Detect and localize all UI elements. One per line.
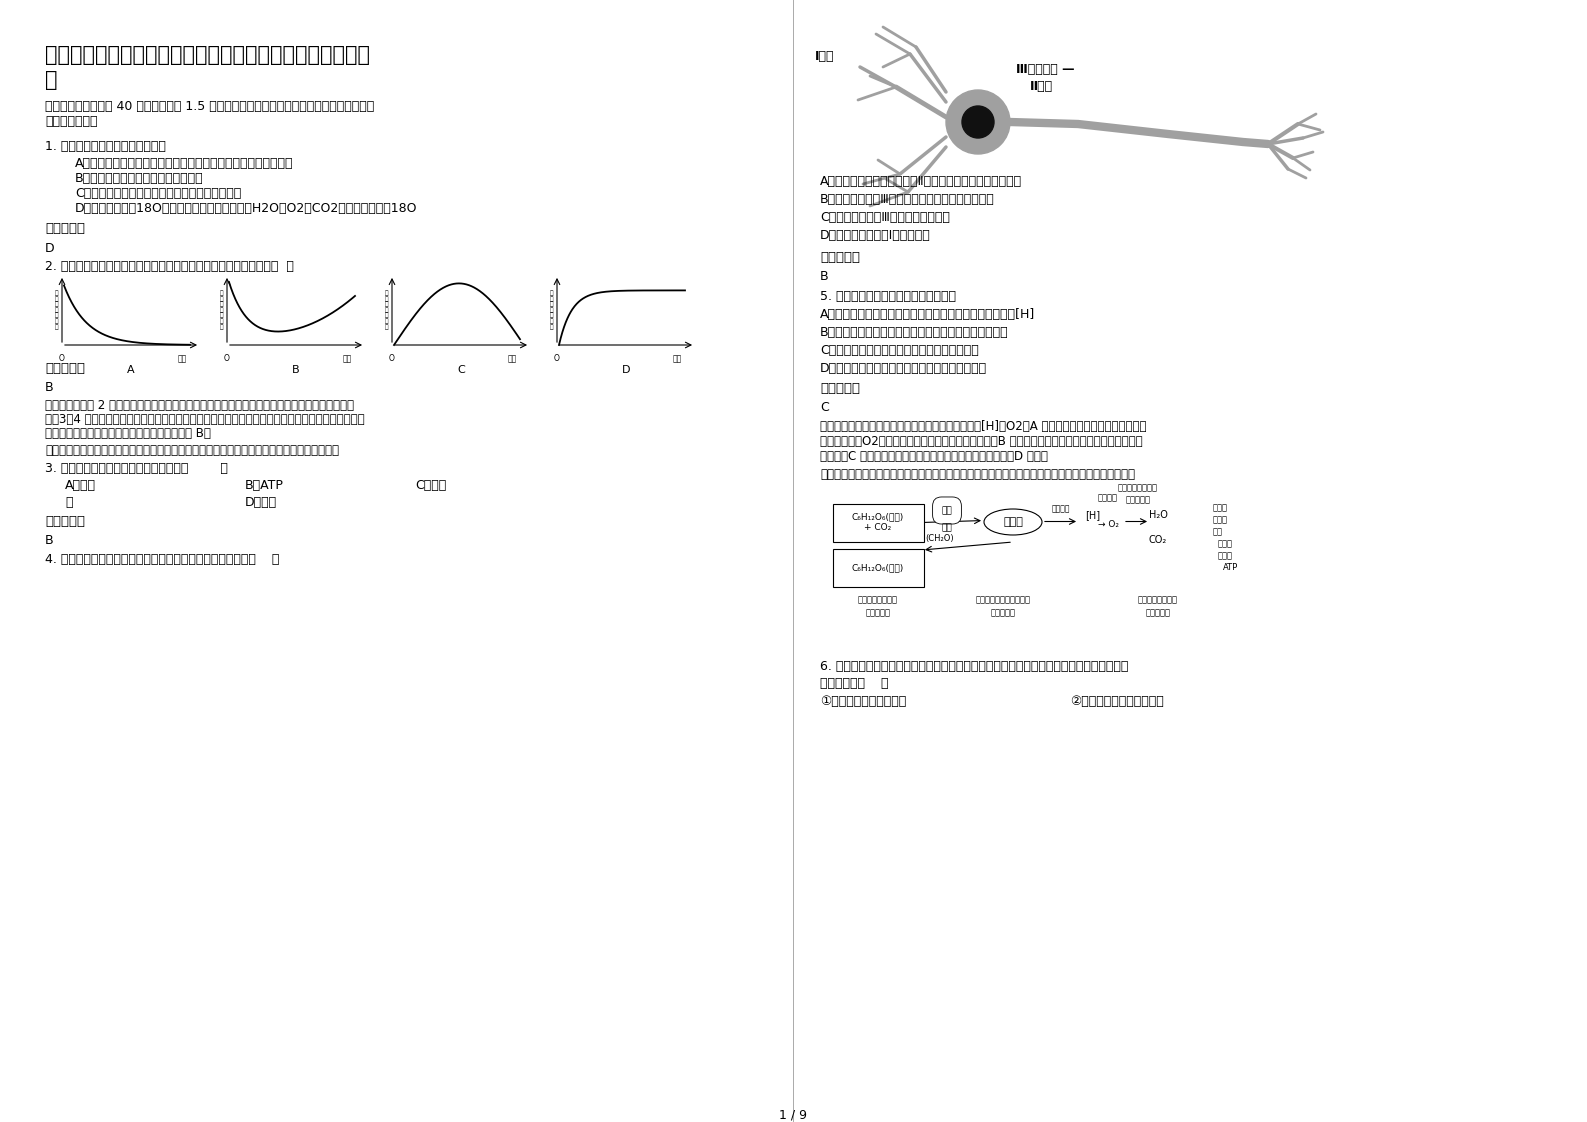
Text: A．细胞有氧呼吸过程的第二阶段，既有水的生成，又有水的分解: A．细胞有氧呼吸过程的第二阶段，既有水的生成，又有水的分解 xyxy=(75,157,294,171)
Text: Ⅲ突触小体 —: Ⅲ突触小体 — xyxy=(1016,63,1074,76)
Text: 有氧呼吸从细胞质基质进入线粒体的物质有丙酮酸、[H]、O2，A 错误；细胞内的葡萄糖才能分解为: 有氧呼吸从细胞质基质进入线粒体的物质有丙酮酸、[H]、O2，A 错误；细胞内的葡… xyxy=(820,420,1146,433)
Text: 参考答案：: 参考答案： xyxy=(44,222,86,234)
Text: D．核酸: D．核酸 xyxy=(244,496,278,509)
Text: B．神经冲动传到Ⅲ部位时，电信号转变为化学信号: B．神经冲动传到Ⅲ部位时，电信号转变为化学信号 xyxy=(820,193,995,206)
Text: 一、选择题（本题共 40 小题，每小题 1.5 分。在每小题给出的四个选项中，只有一项是符合: 一、选择题（本题共 40 小题，每小题 1.5 分。在每小题给出的四个选项中，只… xyxy=(44,100,375,113)
Text: 析: 析 xyxy=(44,70,57,90)
Text: H₂O: H₂O xyxy=(1149,511,1168,519)
Text: 题目要求的。）: 题目要求的。） xyxy=(44,114,97,128)
Text: B: B xyxy=(292,365,300,375)
Text: 散失: 散失 xyxy=(1212,527,1224,536)
Text: B．ATP: B．ATP xyxy=(244,479,284,493)
Text: D: D xyxy=(622,365,630,375)
Text: C: C xyxy=(820,401,828,414)
Text: 质: 质 xyxy=(65,496,73,509)
Text: 细胞质基质: 细胞质基质 xyxy=(990,608,1016,617)
Text: 胰
高
血
糖
素
含
量: 胰 高 血 糖 素 含 量 xyxy=(386,291,389,330)
Text: 时间: 时间 xyxy=(508,355,517,364)
Text: 线粒体基质: 线粒体基质 xyxy=(1125,495,1151,504)
Text: B．必须在有氧条件下细胞内的葡萄糖才能分解为丙酮酸: B．必须在有氧条件下细胞内的葡萄糖才能分解为丙酮酸 xyxy=(820,327,1009,339)
Text: 丙酮酸不需要O2参与，在有氧和无氧条件下均能进行，B 错误；有氧呼吸过程中，二氧化碳产生于第: 丙酮酸不需要O2参与，在有氧和无氧条件下均能进行，B 错误；有氧呼吸过程中，二氧… xyxy=(820,435,1143,448)
Text: A: A xyxy=(127,365,135,375)
Text: 丙酮酸: 丙酮酸 xyxy=(1003,517,1024,527)
Text: 参考答案：: 参考答案： xyxy=(820,381,860,395)
Text: → O₂: → O₂ xyxy=(1098,519,1119,528)
Text: B: B xyxy=(820,270,828,283)
Text: 【点睛】正确解答此类问题需要熟记并理解有氧呼吸和无氧呼吸的过程、场所，形成清晰的知识网络。: 【点睛】正确解答此类问题需要熟记并理解有氧呼吸和无氧呼吸的过程、场所，形成清晰的… xyxy=(820,468,1135,481)
Text: ATP: ATP xyxy=(1224,563,1238,572)
Text: 无氧: 无氧 xyxy=(941,506,952,515)
Text: D: D xyxy=(44,242,54,255)
Text: 少量能量: 少量能量 xyxy=(1098,493,1117,502)
Text: CO₂: CO₂ xyxy=(1149,535,1166,545)
Text: 无氧呼吸第二阶段: 无氧呼吸第二阶段 xyxy=(859,595,898,604)
Circle shape xyxy=(946,90,1009,154)
Text: [H]: [H] xyxy=(1086,511,1100,519)
Text: 河北省邯郸市王桥乡芦里中学高二生物上学期期末试题含解: 河北省邯郸市王桥乡芦里中学高二生物上学期期末试题含解 xyxy=(44,45,370,65)
Text: A．发生反射时，神经冲动在Ⅱ上以局部电流的形式双向传导: A．发生反射时，神经冲动在Ⅱ上以局部电流的形式双向传导 xyxy=(820,175,1022,188)
Text: 6. 在脑内有一类突触只有突触结构而没有信息传递功能，被称为沉默突触。请你推测沉默突: 6. 在脑内有一类突触只有突触结构而没有信息传递功能，被称为沉默突触。请你推测沉… xyxy=(820,660,1128,673)
Text: 大部分: 大部分 xyxy=(1212,503,1228,512)
Text: D．如果白天用含18O的水浇花草，周围空气中的H2O、O2和CO2中都可能检测出18O: D．如果白天用含18O的水浇花草，周围空气中的H2O、O2和CO2中都可能检测出… xyxy=(75,202,417,215)
Text: B: B xyxy=(44,534,54,548)
Text: 有氧存在: 有氧存在 xyxy=(1051,505,1070,514)
Ellipse shape xyxy=(984,509,1043,535)
Text: B．细胞中产生水的细胞器只有线粒体: B．细胞中产生水的细胞器只有线粒体 xyxy=(75,172,203,185)
Text: A．糖类: A．糖类 xyxy=(65,479,95,493)
Text: 少部分: 少部分 xyxy=(1217,539,1233,548)
Text: 时间: 时间 xyxy=(673,355,682,364)
Text: 胰
高
血
糖
素
含
量: 胰 高 血 糖 素 含 量 xyxy=(221,291,224,330)
Text: 试题分析：饭后 2 小时左右，由于消化吸收，血糖含量升高，胰岛素分泌增加，胰高血糖素分泌减: 试题分析：饭后 2 小时左右，由于消化吸收，血糖含量升高，胰岛素分泌增加，胰高血… xyxy=(44,399,354,412)
Text: 触最可能是（    ）: 触最可能是（ ） xyxy=(820,677,889,690)
Text: O: O xyxy=(554,355,560,364)
Text: 线粒体基质: 线粒体基质 xyxy=(865,608,890,617)
Text: (CH₂O): (CH₂O) xyxy=(925,533,954,543)
FancyBboxPatch shape xyxy=(833,504,924,542)
Text: 时间: 时间 xyxy=(178,355,187,364)
Text: 1. 下列与水有关的叙述中正确的是: 1. 下列与水有关的叙述中正确的是 xyxy=(44,140,167,153)
Text: 1 / 9: 1 / 9 xyxy=(779,1109,808,1121)
Text: Ⅰ树突: Ⅰ树突 xyxy=(816,50,835,63)
Text: C．有氧呼吸过程中，二氧化碳产生于第二阶段: C．有氧呼吸过程中，二氧化碳产生于第二阶段 xyxy=(820,344,979,357)
Text: 参考答案：: 参考答案： xyxy=(44,515,86,528)
Text: 转移至: 转移至 xyxy=(1217,551,1233,560)
Text: 线粒体内膜: 线粒体内膜 xyxy=(1146,608,1171,617)
Text: C₆H₁₂O₆(酒精)
+ CO₂: C₆H₁₂O₆(酒精) + CO₂ xyxy=(852,513,905,532)
Text: 有氧呼吸第二阶段: 有氧呼吸第二阶段 xyxy=(1117,482,1159,493)
Text: 以热能: 以热能 xyxy=(1212,515,1228,524)
Text: 胰
高
血
糖
素
含
量: 胰 高 血 糖 素 含 量 xyxy=(56,291,59,330)
Circle shape xyxy=(962,105,993,138)
Text: B: B xyxy=(44,381,54,394)
Text: 3. 下列可为生命活动直接供能的物质是（        ）: 3. 下列可为生命活动直接供能的物质是（ ） xyxy=(44,462,229,475)
Text: O: O xyxy=(224,355,230,364)
Text: 存在: 存在 xyxy=(941,523,952,532)
Text: 胰
高
血
糖
素
含
量: 胰 高 血 糖 素 含 量 xyxy=(551,291,554,330)
Text: Ⅱ轴突: Ⅱ轴突 xyxy=(1030,80,1054,93)
Text: 二阶段，C 正确；无氧呼吸过程中，能量仅产生于第一阶段，D 错误。: 二阶段，C 正确；无氧呼吸过程中，能量仅产生于第一阶段，D 错误。 xyxy=(820,450,1047,463)
Text: C．只有兴奋时，Ⅲ才能合成神经递质: C．只有兴奋时，Ⅲ才能合成神经递质 xyxy=(820,211,951,224)
Text: 所以胰高血糖素含量变化为先减少后增加。故选 B。: 所以胰高血糖素含量变化为先减少后增加。故选 B。 xyxy=(44,427,211,440)
Text: ②突触后膜缺乏相应的受体: ②突触后膜缺乏相应的受体 xyxy=(1070,695,1163,708)
Text: 时间: 时间 xyxy=(343,355,352,364)
Text: ①突触小体中没有细胞核: ①突触小体中没有细胞核 xyxy=(820,695,906,708)
Text: 无氧或有氧呼吸第一阶段: 无氧或有氧呼吸第一阶段 xyxy=(976,595,1030,604)
Text: 2. 下图能反应正常人饭后血液中胰高血糖素含量变化趋势的曲线是（  ）: 2. 下图能反应正常人饭后血液中胰高血糖素含量变化趋势的曲线是（ ） xyxy=(44,260,294,273)
Text: C．蛋白: C．蛋白 xyxy=(414,479,446,493)
FancyBboxPatch shape xyxy=(833,549,924,587)
Text: 参考答案：: 参考答案： xyxy=(820,251,860,264)
Text: O: O xyxy=(389,355,395,364)
Text: 少；3～4 小时后由于代谢消耗，血糖含量减少，这时胰高血糖素分泌增加，以使血糖浓度趋于稳定，: 少；3～4 小时后由于代谢消耗，血糖含量减少，这时胰高血糖素分泌增加，以使血糖浓… xyxy=(44,413,365,426)
Text: 4. 下图表示人体神经元的结构。以下相关叙述中，正确的是（    ）: 4. 下图表示人体神经元的结构。以下相关叙述中，正确的是（ ） xyxy=(44,553,279,565)
Text: A．有氧呼吸时从细胞质基质进入线粒体的物质有葡萄糖、[H]: A．有氧呼吸时从细胞质基质进入线粒体的物质有葡萄糖、[H] xyxy=(820,309,1035,321)
Text: C．种子收获后，晒干过程中散失的水分是结合水: C．种子收获后，晒干过程中散失的水分是结合水 xyxy=(75,187,241,200)
Text: O: O xyxy=(59,355,65,364)
Text: 参考答案：: 参考答案： xyxy=(44,362,86,375)
Text: D．突触一般不含有Ⅰ部位的结构: D．突触一般不含有Ⅰ部位的结构 xyxy=(820,229,930,242)
Text: 有氧呼吸第三阶段: 有氧呼吸第三阶段 xyxy=(1138,595,1178,604)
Text: 5. 下列关于细胞呼吸的叙述，正确的是: 5. 下列关于细胞呼吸的叙述，正确的是 xyxy=(820,289,955,303)
Text: 考点：本题考查血糖调节等相关知识，意在考察考生对知识点的理解和对图形信息的分析能力。: 考点：本题考查血糖调节等相关知识，意在考察考生对知识点的理解和对图形信息的分析能… xyxy=(44,444,340,457)
Text: D．无氧呼吸过程中，能量产生于第一和第二阶段: D．无氧呼吸过程中，能量产生于第一和第二阶段 xyxy=(820,362,987,375)
Text: C: C xyxy=(457,365,465,375)
Text: C₆H₁₂O₆(乳酸): C₆H₁₂O₆(乳酸) xyxy=(852,563,905,572)
